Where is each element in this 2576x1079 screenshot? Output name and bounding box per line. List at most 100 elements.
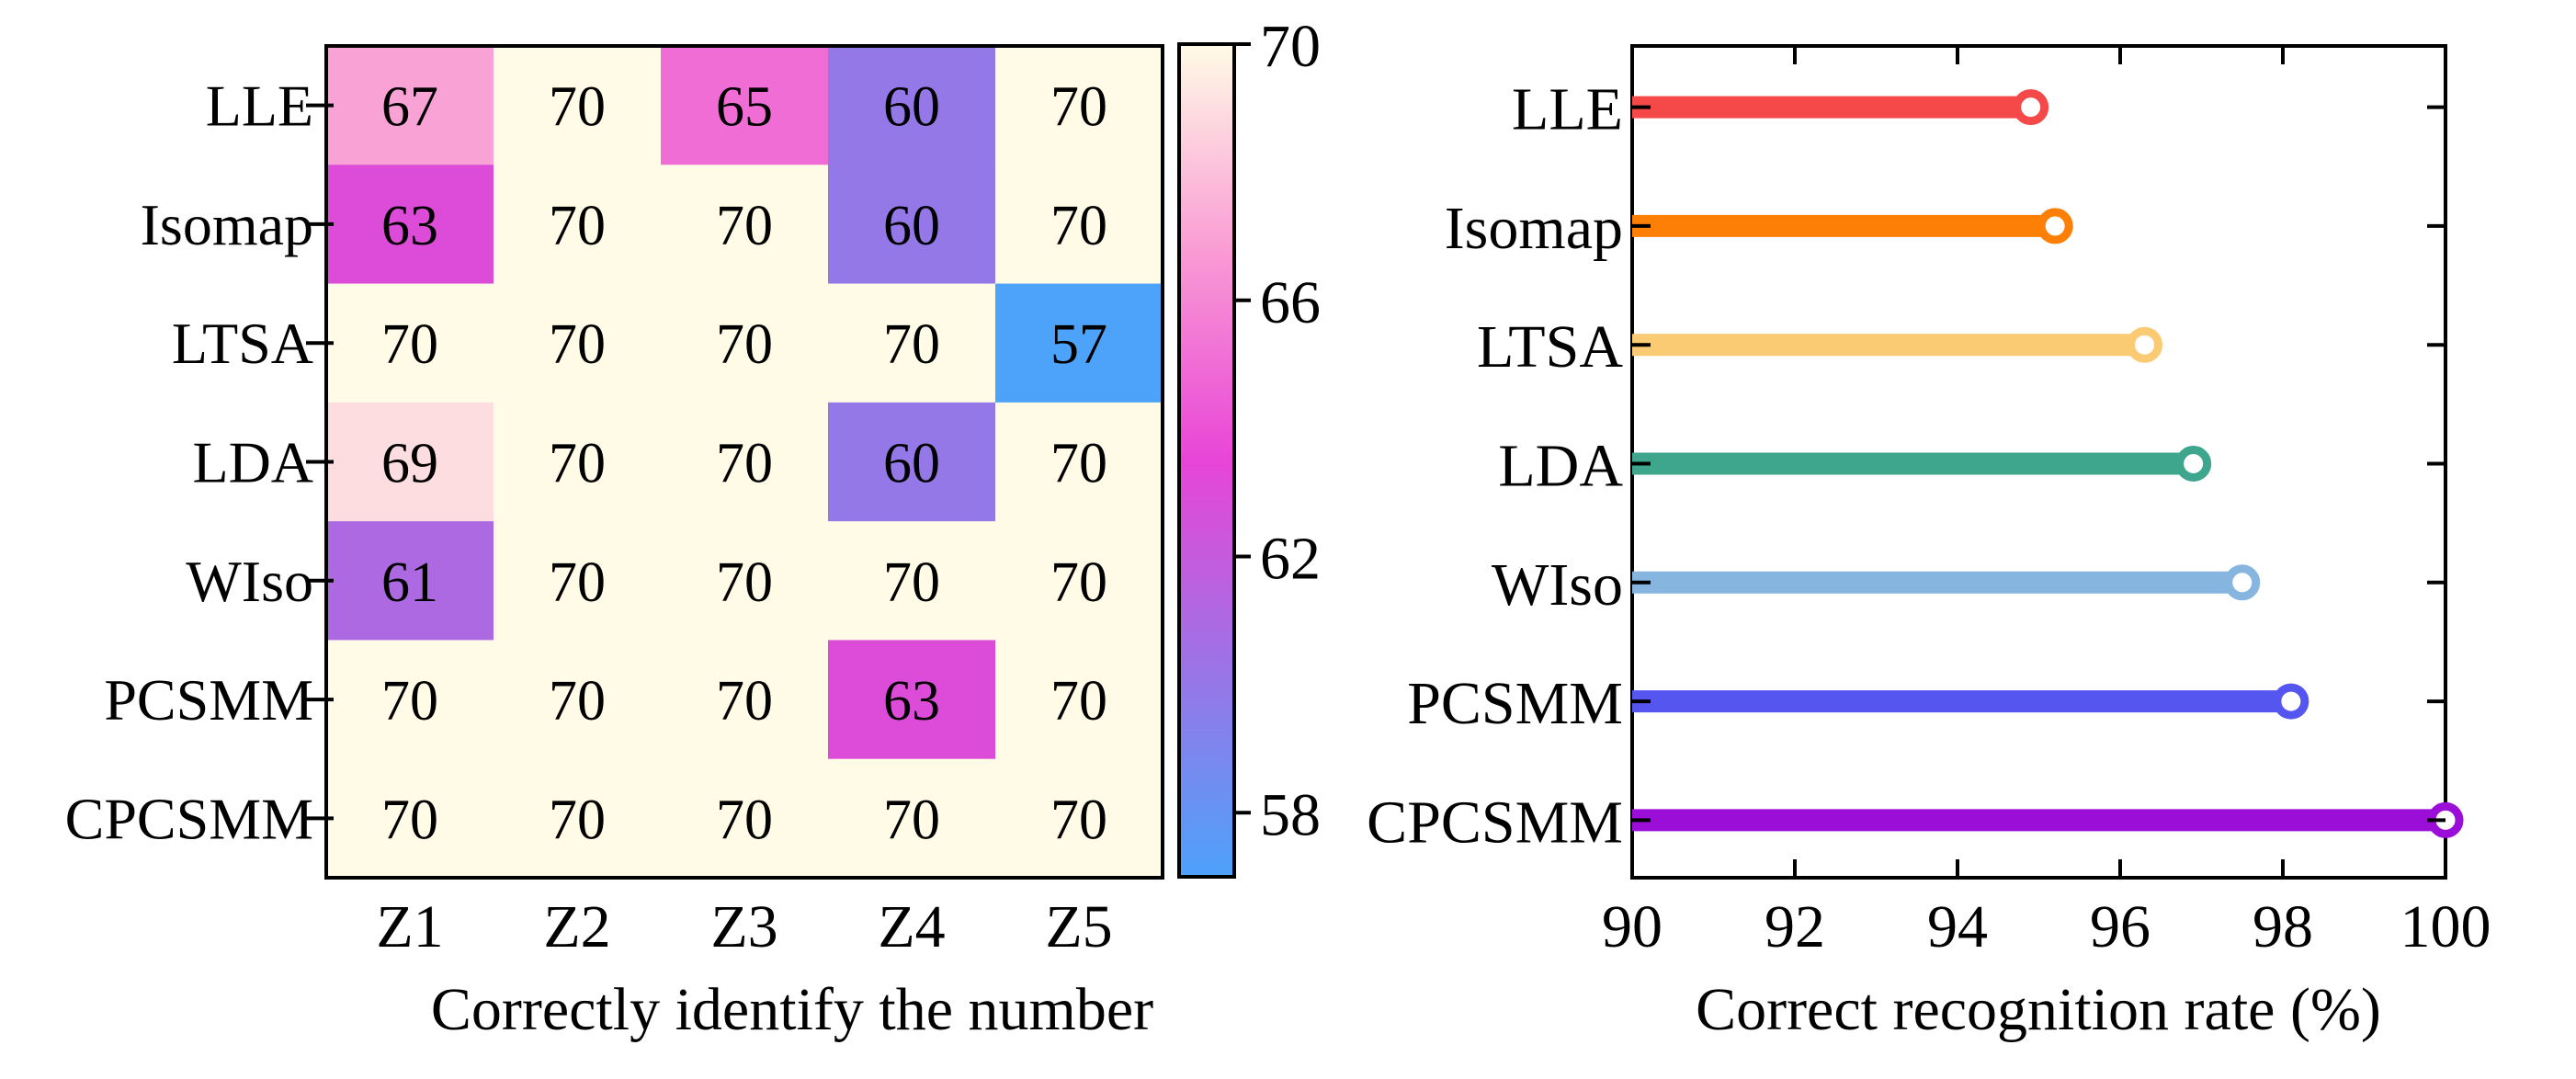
heatmap-cell — [995, 283, 1163, 403]
heatmap-cell — [995, 165, 1163, 285]
heatmap-cell-value: 70 — [1050, 433, 1107, 495]
heatmap-cell — [326, 283, 494, 403]
heatmap-cell-value: 70 — [1050, 76, 1107, 139]
heatmap-cell — [494, 46, 662, 165]
heatmap-cell-value: 70 — [1050, 670, 1107, 733]
heatmap-cell — [494, 521, 662, 641]
heatmap-cell — [995, 46, 1163, 165]
heatmap-cell — [494, 165, 662, 285]
heatmap-cell-value: 60 — [883, 76, 940, 139]
heatmap-cell-value: 70 — [1050, 551, 1107, 614]
heatmap-cell — [494, 402, 662, 522]
heatmap-cell-value: 70 — [716, 670, 773, 733]
heatmap-cell-value: 63 — [883, 670, 940, 733]
heatmap-cell — [661, 283, 829, 403]
heatmap-cell — [995, 402, 1163, 522]
heatmap-row-label: CPCSMM — [65, 786, 313, 851]
lollipop-category-label: LTSA — [1477, 313, 1623, 380]
heatmap-cell-value: 70 — [549, 313, 606, 376]
heatmap-cell-value: 67 — [381, 76, 438, 139]
heatmap-cell-value: 61 — [381, 551, 438, 614]
heatmap-cell-value: 70 — [549, 670, 606, 733]
heatmap-cell — [326, 758, 494, 879]
lollipop-category-label: WIso — [1492, 551, 1623, 619]
heatmap-column-label: Z1 — [376, 893, 443, 960]
heatmap-cell-value: 70 — [549, 789, 606, 851]
heatmap-cell-value: 70 — [381, 789, 438, 851]
lollipop-panel: LLE Isomap LTSA LDA WIso PCSMM CPCSMM 90 92 94 96… — [1367, 44, 2491, 1043]
heatmap-row-ticks: LLE Isomap LTSA LDA WIso PCSMM CPCSMM — [65, 74, 334, 851]
heatmap-x-axis-title: Correctly identify the number — [431, 976, 1153, 1043]
heatmap-cell — [661, 640, 829, 760]
lollipop-category-label: Isomap — [1445, 195, 1623, 262]
heatmap-cell-value: 63 — [381, 195, 438, 257]
heatmap-cell-value: 70 — [381, 670, 438, 733]
heatmap-row-label: PCSMM — [104, 667, 313, 733]
lollipop-series — [1632, 89, 2464, 838]
heatmap-cell — [494, 758, 662, 879]
heatmap-cell-value: 70 — [716, 551, 773, 614]
heatmap-cell-value: 70 — [716, 433, 773, 495]
heatmap-cell-value: 70 — [883, 551, 940, 614]
heatmap-cell — [494, 283, 662, 403]
heatmap-cell — [494, 640, 662, 760]
heatmap-column-labels: Z1 Z2 Z3 Z4 Z5 — [376, 893, 1112, 960]
lollipop-point — [2037, 208, 2073, 244]
lollipop-x-axis-title: Correct recognition rate (%) — [1696, 976, 2381, 1043]
lollipop-point — [2127, 326, 2163, 363]
heatmap-cell — [326, 165, 494, 285]
heatmap-cell — [326, 640, 494, 760]
heatmap-cell — [326, 46, 494, 165]
lollipop-x-tick-label: 94 — [1927, 893, 1988, 960]
colorbar-gradient — [1177, 42, 1236, 879]
lollipop-category-label: CPCSMM — [1367, 789, 1623, 856]
heatmap-cell-value: 57 — [1050, 313, 1107, 376]
lollipop-x-tick-label: 98 — [2253, 893, 2313, 960]
heatmap-cell-value: 70 — [716, 313, 773, 376]
heatmap-cell — [995, 758, 1163, 879]
lollipop-x-tick-label: 90 — [1602, 893, 1662, 960]
colorbar-tick-label: 58 — [1260, 781, 1321, 848]
heatmap-cell — [661, 758, 829, 879]
heatmap-cell — [828, 521, 996, 641]
heatmap-cell-value: 70 — [716, 789, 773, 851]
colorbar: 58 62 66 70 — [1177, 13, 1321, 879]
lollipop-point — [2175, 446, 2212, 482]
heatmap-column-label: Z4 — [878, 893, 945, 960]
heatmap-cell — [661, 46, 829, 165]
heatmap-cell — [995, 640, 1163, 760]
colorbar-tick-label: 70 — [1260, 13, 1321, 80]
heatmap-row-label: LLE — [206, 74, 313, 139]
heatmap-column-label: Z5 — [1045, 893, 1112, 960]
heatmap-cell — [828, 165, 996, 285]
heatmap-cell — [828, 46, 996, 165]
lollipop-category-labels: LLE Isomap LTSA LDA WIso PCSMM CPCSMM — [1367, 76, 2445, 856]
lollipop-x-tick-label: 96 — [2090, 893, 2150, 960]
heatmap-cell-value: 70 — [1050, 789, 1107, 851]
heatmap-cell-value: 70 — [883, 313, 940, 376]
lollipop-category-label: PCSMM — [1407, 670, 1623, 737]
heatmap-cell — [828, 402, 996, 522]
colorbar-ticks: 58 62 66 70 — [1234, 13, 1321, 848]
heatmap-cell — [995, 521, 1163, 641]
heatmap-cell — [828, 758, 996, 879]
heatmap-cells — [326, 46, 1163, 879]
heatmap-cell-value: 70 — [716, 195, 773, 257]
lollipop-x-tick-label: 100 — [2400, 893, 2491, 960]
heatmap-cell-labels: 67 70 65 60 70 63 70 70 60 70 70 70 70 70 57 69 70 70 60 70… — [381, 76, 1107, 852]
heatmap-cell — [326, 402, 494, 522]
heatmap-cell-value: 60 — [883, 433, 940, 495]
heatmap-row-label: Isomap — [141, 192, 313, 257]
lollipop-point — [2013, 89, 2049, 126]
lollipop-category-label: LLE — [1512, 76, 1623, 143]
lollipop-x-tick-label: 92 — [1765, 893, 1825, 960]
heatmap-cell-value: 70 — [549, 195, 606, 257]
heatmap-cell-value: 70 — [549, 433, 606, 495]
heatmap-row-label: LDA — [192, 430, 313, 495]
lollipop-category-label: LDA — [1498, 433, 1623, 500]
heatmap-cell — [661, 521, 829, 641]
heatmap-row-label: LTSA — [172, 311, 313, 376]
heatmap-cell-value: 65 — [716, 76, 773, 139]
heatmap-cell — [661, 165, 829, 285]
